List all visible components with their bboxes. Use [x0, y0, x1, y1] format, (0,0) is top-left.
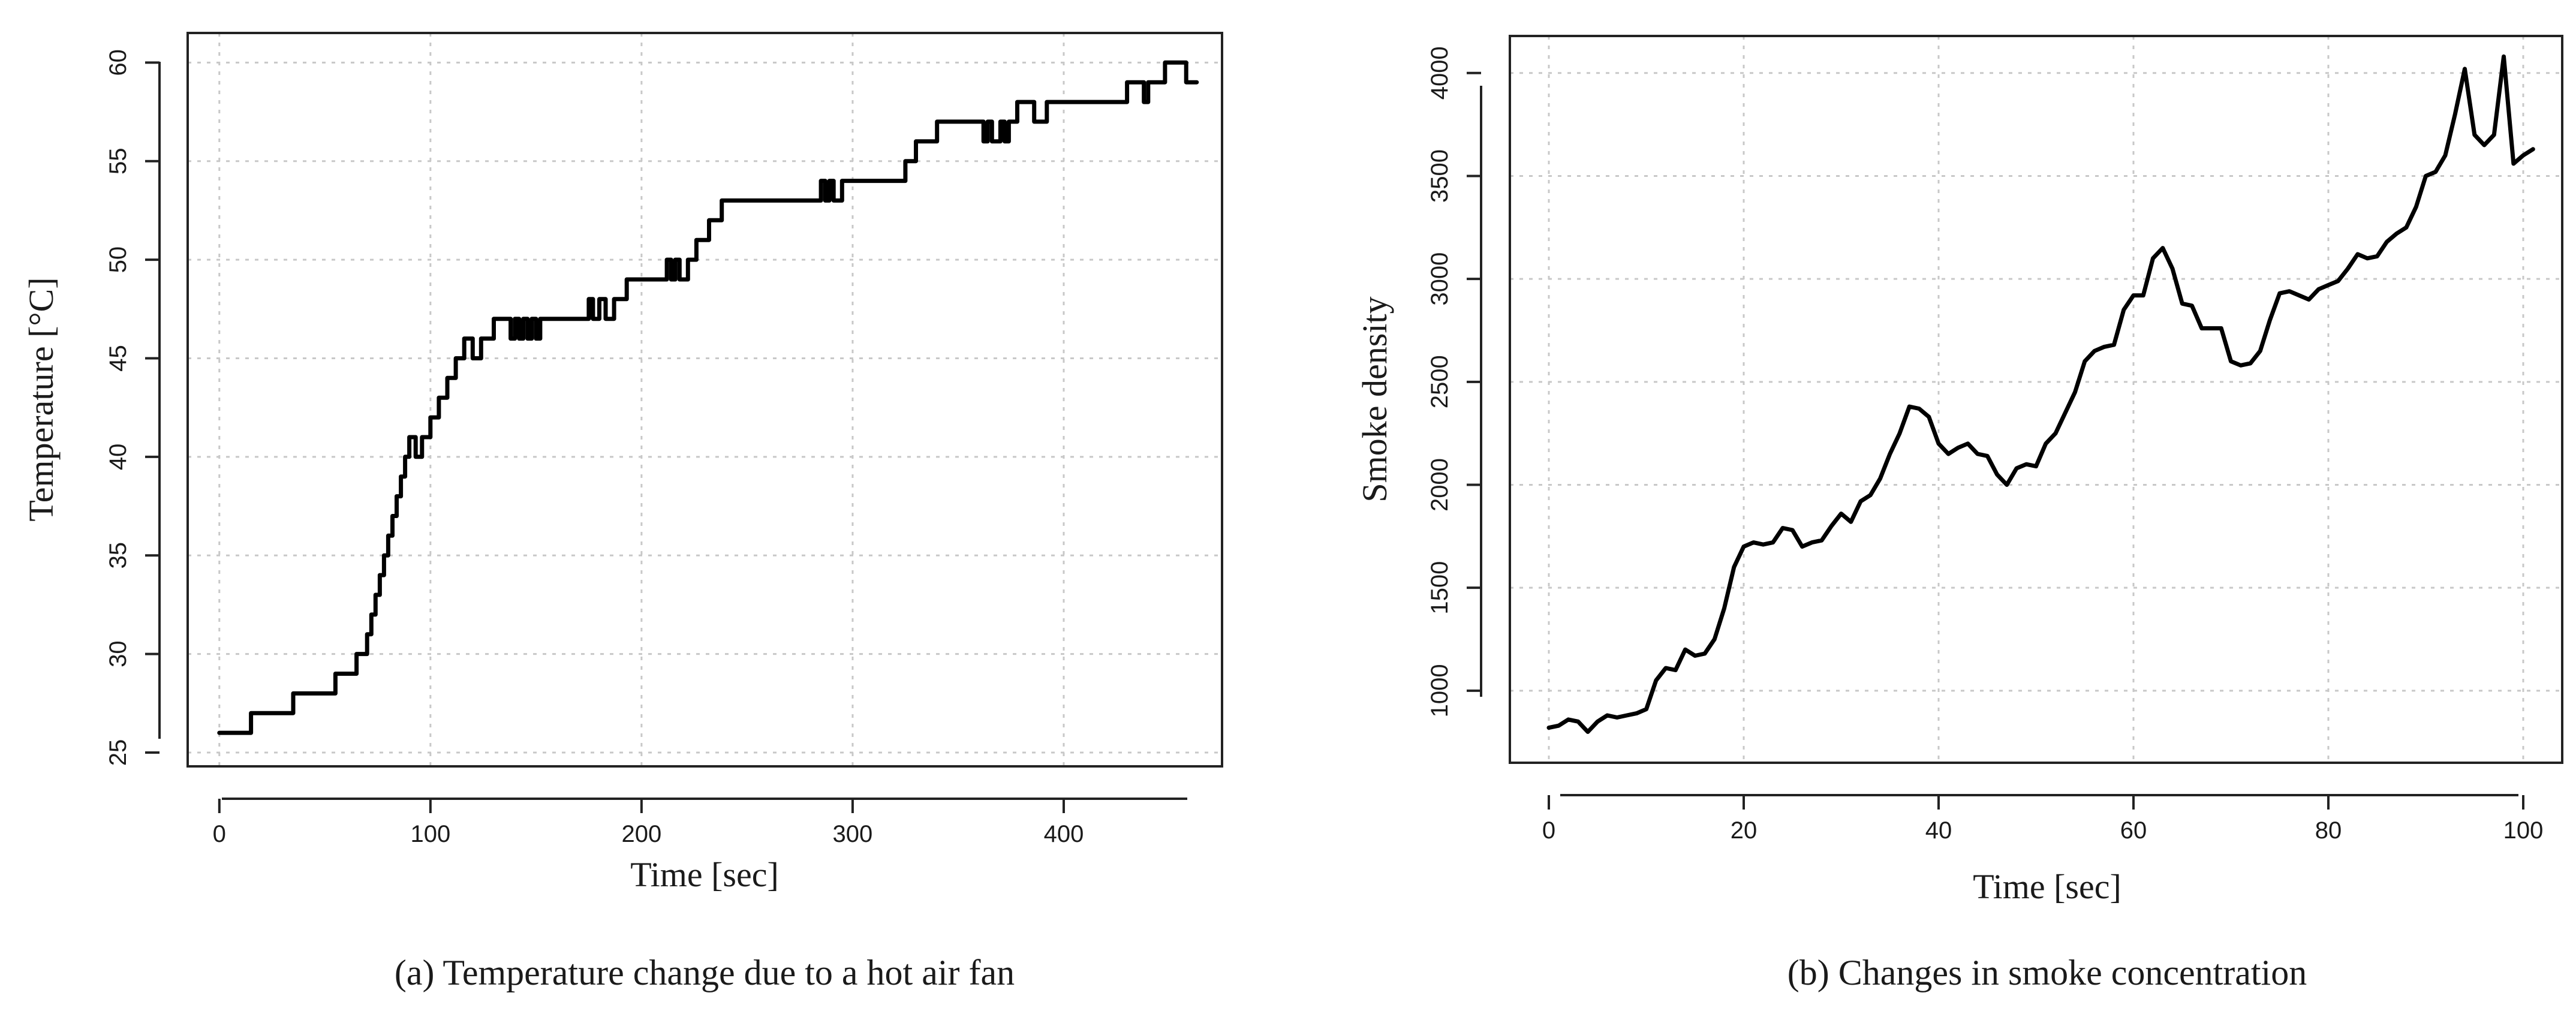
y-axis-label: Temperature [°C]	[22, 277, 61, 521]
x-tick-label: 60	[2120, 817, 2147, 844]
y-tick-label: 2500	[1427, 355, 1453, 408]
y-tick-label: 2000	[1427, 458, 1453, 511]
y-ticks: 1000 1500 2000 2500 3000 3500 4000	[1427, 46, 1481, 717]
x-tick-label: 80	[2315, 817, 2342, 844]
y-tick-label: 35	[105, 542, 131, 569]
y-tick-label: 30	[105, 640, 131, 667]
smoke-chart: 0 20 40 60 80 100 1000 1500 2000 2500 3000 3500 400…	[1355, 35, 2563, 992]
x-ticks: 0 100 200 300 400	[213, 799, 1084, 847]
y-ticks: 25 30 35 40 45 50 55 60	[105, 49, 160, 766]
chart-caption: (b) Changes in smoke concentration	[1787, 953, 2307, 992]
smoke-density-series-line	[1546, 54, 2535, 734]
temperature-chart: 0 100 200 300 400 25 30 35 40 45 50 55 60 Time [sec…	[22, 32, 1223, 992]
x-tick-label: 200	[622, 821, 662, 847]
y-tick-label: 50	[105, 246, 131, 273]
y-tick-label: 25	[105, 739, 131, 766]
y-tick-label: 1000	[1427, 664, 1453, 717]
x-tick-label: 0	[213, 821, 226, 847]
x-tick-label: 0	[1542, 817, 1555, 844]
y-axis-label: Smoke density	[1355, 296, 1394, 502]
x-tick-label: 20	[1731, 817, 1758, 844]
x-tick-label: 100	[2503, 817, 2544, 844]
x-axis-label: Time [sec]	[630, 855, 779, 894]
y-tick-label: 4000	[1427, 46, 1453, 100]
y-tick-label: 1500	[1427, 561, 1453, 615]
y-tick-label: 60	[105, 49, 131, 76]
gridlines	[188, 33, 1222, 766]
y-tick-label: 3000	[1427, 252, 1453, 306]
x-ticks: 0 20 40 60 80 100	[1542, 795, 2544, 844]
y-tick-label: 45	[105, 345, 131, 372]
x-axis-label: Time [sec]	[1973, 867, 2121, 906]
y-tick-label: 40	[105, 444, 131, 471]
x-tick-label: 300	[833, 821, 873, 847]
gridlines	[1510, 36, 2562, 763]
x-tick-label: 40	[1925, 817, 1952, 844]
temperature-series-line	[217, 60, 1199, 735]
y-tick-label: 3500	[1427, 149, 1453, 203]
plot-frame	[1509, 35, 2563, 764]
y-tick-label: 55	[105, 148, 131, 174]
plot-frame	[186, 32, 1223, 768]
chart-caption: (a) Temperature change due to a hot air …	[395, 953, 1015, 992]
x-tick-label: 400	[1044, 821, 1084, 847]
x-tick-label: 100	[410, 821, 450, 847]
